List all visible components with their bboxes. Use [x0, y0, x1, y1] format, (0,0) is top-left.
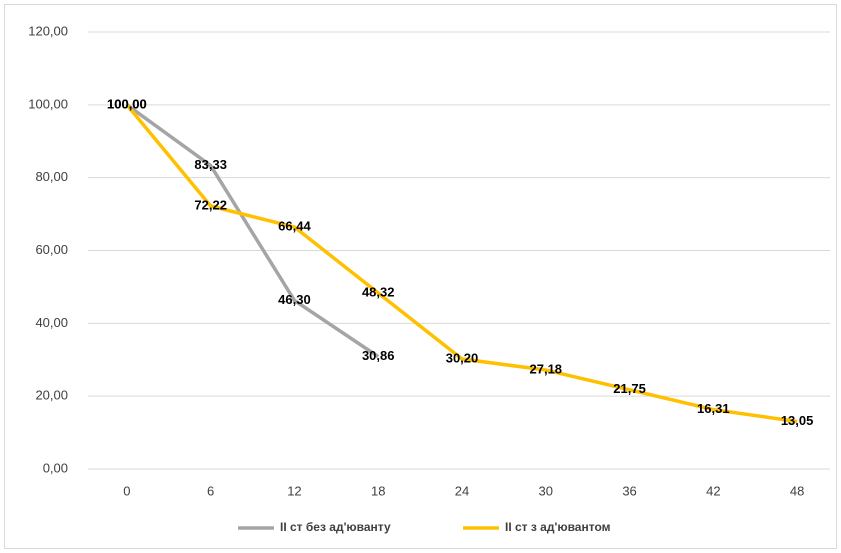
- y-tick-label: 0,00: [43, 460, 68, 475]
- legend-label: II ст без ад'юванту: [280, 520, 391, 534]
- chart-border: [4, 4, 837, 549]
- data-label: 83,33: [194, 157, 227, 172]
- y-tick-label: 100,00: [28, 96, 68, 111]
- x-tick-label: 6: [207, 483, 214, 498]
- data-label: 100,00: [107, 96, 147, 111]
- x-tick-label: 42: [706, 483, 720, 498]
- data-label: 16,31: [697, 401, 730, 416]
- y-tick-label: 80,00: [35, 169, 68, 184]
- legend-label: II ст з ад'ювантом: [505, 520, 611, 534]
- x-tick-label: 48: [790, 483, 804, 498]
- y-tick-label: 60,00: [35, 242, 68, 257]
- y-tick-label: 40,00: [35, 315, 68, 330]
- y-tick-label: 120,00: [28, 23, 68, 38]
- x-tick-label: 12: [287, 483, 301, 498]
- data-label: 13,05: [781, 413, 814, 428]
- data-label: 27,18: [530, 361, 563, 376]
- data-label: 100,00: [107, 96, 147, 111]
- data-label: 21,75: [613, 381, 646, 396]
- y-tick-label: 20,00: [35, 388, 68, 403]
- x-tick-label: 30: [539, 483, 553, 498]
- x-tick-label: 0: [123, 483, 130, 498]
- data-label: 46,30: [278, 292, 311, 307]
- data-label: 72,22: [194, 197, 227, 212]
- data-label: 30,86: [362, 348, 395, 363]
- x-tick-label: 24: [455, 483, 469, 498]
- series-line: [125, 103, 380, 359]
- data-label: 66,44: [278, 218, 311, 233]
- data-label: 48,32: [362, 284, 395, 299]
- x-tick-label: 36: [622, 483, 636, 498]
- data-label: 30,20: [446, 350, 479, 365]
- series-line: [125, 103, 798, 424]
- x-tick-label: 18: [371, 483, 385, 498]
